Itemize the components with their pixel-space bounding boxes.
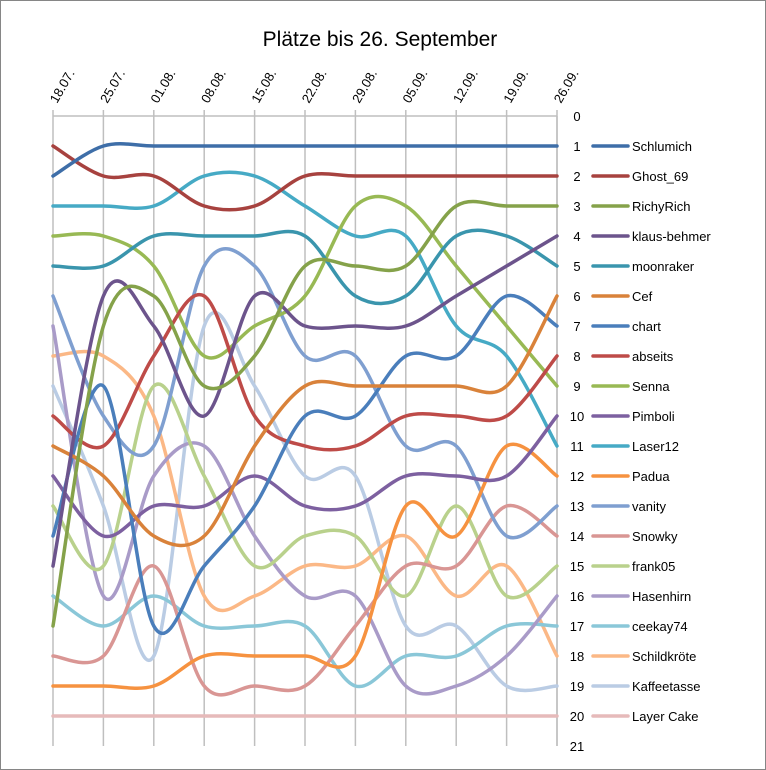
legend-item: RichyRich (591, 199, 691, 214)
series-line-hasenhirn (51, 324, 559, 696)
legend-label: RichyRich (632, 199, 691, 214)
legend-item: moonraker (591, 259, 695, 274)
series-line-kaffeetasse (51, 310, 559, 693)
legend-label: vanity (632, 499, 666, 514)
legend-label: Kaffeetasse (632, 679, 700, 694)
series-line-snowky (51, 503, 559, 697)
series-line-klaus-behmer (51, 234, 559, 568)
legend-item: Schlumich (591, 139, 692, 154)
y-tick-label: 4 (573, 229, 580, 244)
legend-item: Ghost_69 (591, 169, 688, 184)
y-tick-label: 3 (573, 199, 580, 214)
legend-label: Snowky (632, 529, 678, 544)
series-line-ceekay74 (51, 594, 559, 689)
legend-item: vanity (591, 499, 666, 514)
x-tick-label: 19.09. (500, 67, 531, 106)
y-tick-label: 13 (570, 499, 584, 514)
x-tick-label: 05.09. (399, 67, 430, 106)
series-line-abseits (51, 292, 559, 452)
legend-label: moonraker (632, 259, 695, 274)
legend-label: Schlumich (632, 139, 692, 154)
series-line-padua (51, 442, 559, 690)
legend-label: klaus-behmer (632, 229, 711, 244)
y-tick-label: 14 (570, 529, 584, 544)
series-lines (51, 142, 559, 718)
x-tick-label: 29.08. (349, 67, 380, 106)
x-tick-label: 22.08. (299, 67, 330, 106)
y-tick-label: 16 (570, 589, 584, 604)
x-tick-label: 25.07. (97, 67, 128, 106)
x-tick-label: 26.09. (551, 67, 582, 106)
legend-item: Senna (591, 379, 670, 394)
legend-label: Pimboli (632, 409, 675, 424)
legend-label: Padua (632, 469, 670, 484)
y-tick-label: 18 (570, 649, 584, 664)
y-tick-label: 9 (573, 379, 580, 394)
x-axis-labels: 18.07. 25.07. 01.08. 08.08. 15.08. 22.08. 29.0… (47, 67, 582, 106)
legend-label: Schildkröte (632, 649, 696, 664)
x-tick-label: 12.09. (450, 67, 481, 106)
legend-item: Laser12 (591, 439, 679, 454)
legend-label: frank05 (632, 559, 675, 574)
legend-item: Snowky (591, 529, 678, 544)
y-tick-label: 15 (570, 559, 584, 574)
y-tick-label: 17 (570, 619, 584, 634)
y-tick-label: 7 (573, 319, 580, 334)
y-tick-label: 1 (573, 139, 580, 154)
y-tick-label: 2 (573, 169, 580, 184)
y-tick-label: 11 (570, 439, 584, 454)
series-line-schlumich (51, 142, 559, 178)
legend-item: Layer Cake (591, 709, 698, 724)
series-line-senna (51, 194, 559, 388)
legend-label: Layer Cake (632, 709, 698, 724)
y-tick-label: 20 (570, 709, 584, 724)
legend-label: Senna (632, 379, 670, 394)
x-tick-label: 18.07. (47, 67, 78, 106)
series-line-cef (51, 294, 559, 548)
y-tick-label: 6 (573, 289, 580, 304)
legend-label: Cef (632, 289, 653, 304)
y-tick-label: 8 (573, 349, 580, 364)
legend-item: frank05 (591, 559, 675, 574)
x-tick-label: 15.08. (248, 67, 279, 106)
legend-item: Kaffeetasse (591, 679, 700, 694)
y-tick-label: 12 (570, 469, 584, 484)
chart-title: Plätze bis 26. September (263, 28, 498, 51)
grid-lines (52, 110, 558, 746)
legend-label: Ghost_69 (632, 169, 688, 184)
legend-item: ceekay74 (591, 619, 688, 634)
series-line-ghost-69 (51, 144, 559, 212)
legend-label: chart (632, 319, 661, 334)
series-line-richyrich (51, 199, 559, 628)
series-line-moonraker (51, 228, 559, 306)
y-tick-label: 0 (573, 109, 580, 124)
y-tick-label: 10 (570, 409, 584, 424)
legend-item: Padua (591, 469, 670, 484)
x-tick-label: 01.08. (147, 67, 178, 106)
legend-item: abseits (591, 349, 674, 364)
y-tick-label: 21 (570, 739, 584, 754)
y-tick-label: 5 (573, 259, 580, 274)
series-line-vanity (51, 246, 559, 540)
series-line-pimboli (51, 414, 559, 539)
legend-label: Hasenhirn (632, 589, 691, 604)
y-tick-label: 19 (570, 679, 584, 694)
series-line-chart (51, 293, 559, 636)
legend: Schlumich Ghost_69 RichyRich klaus-behmer mo… (591, 139, 711, 724)
legend-item: Cef (591, 289, 653, 304)
legend-item: Pimboli (591, 409, 675, 424)
legend-item: Schildkröte (591, 649, 696, 664)
series-line-frank05 (51, 382, 559, 600)
legend-label: Laser12 (632, 439, 679, 454)
x-tick-label: 08.08. (198, 67, 229, 106)
legend-item: Hasenhirn (591, 589, 691, 604)
legend-item: chart (591, 319, 661, 334)
series-line-laser12 (51, 170, 559, 448)
legend-label: ceekay74 (632, 619, 688, 634)
legend-label: abseits (632, 349, 674, 364)
legend-item: klaus-behmer (591, 229, 711, 244)
